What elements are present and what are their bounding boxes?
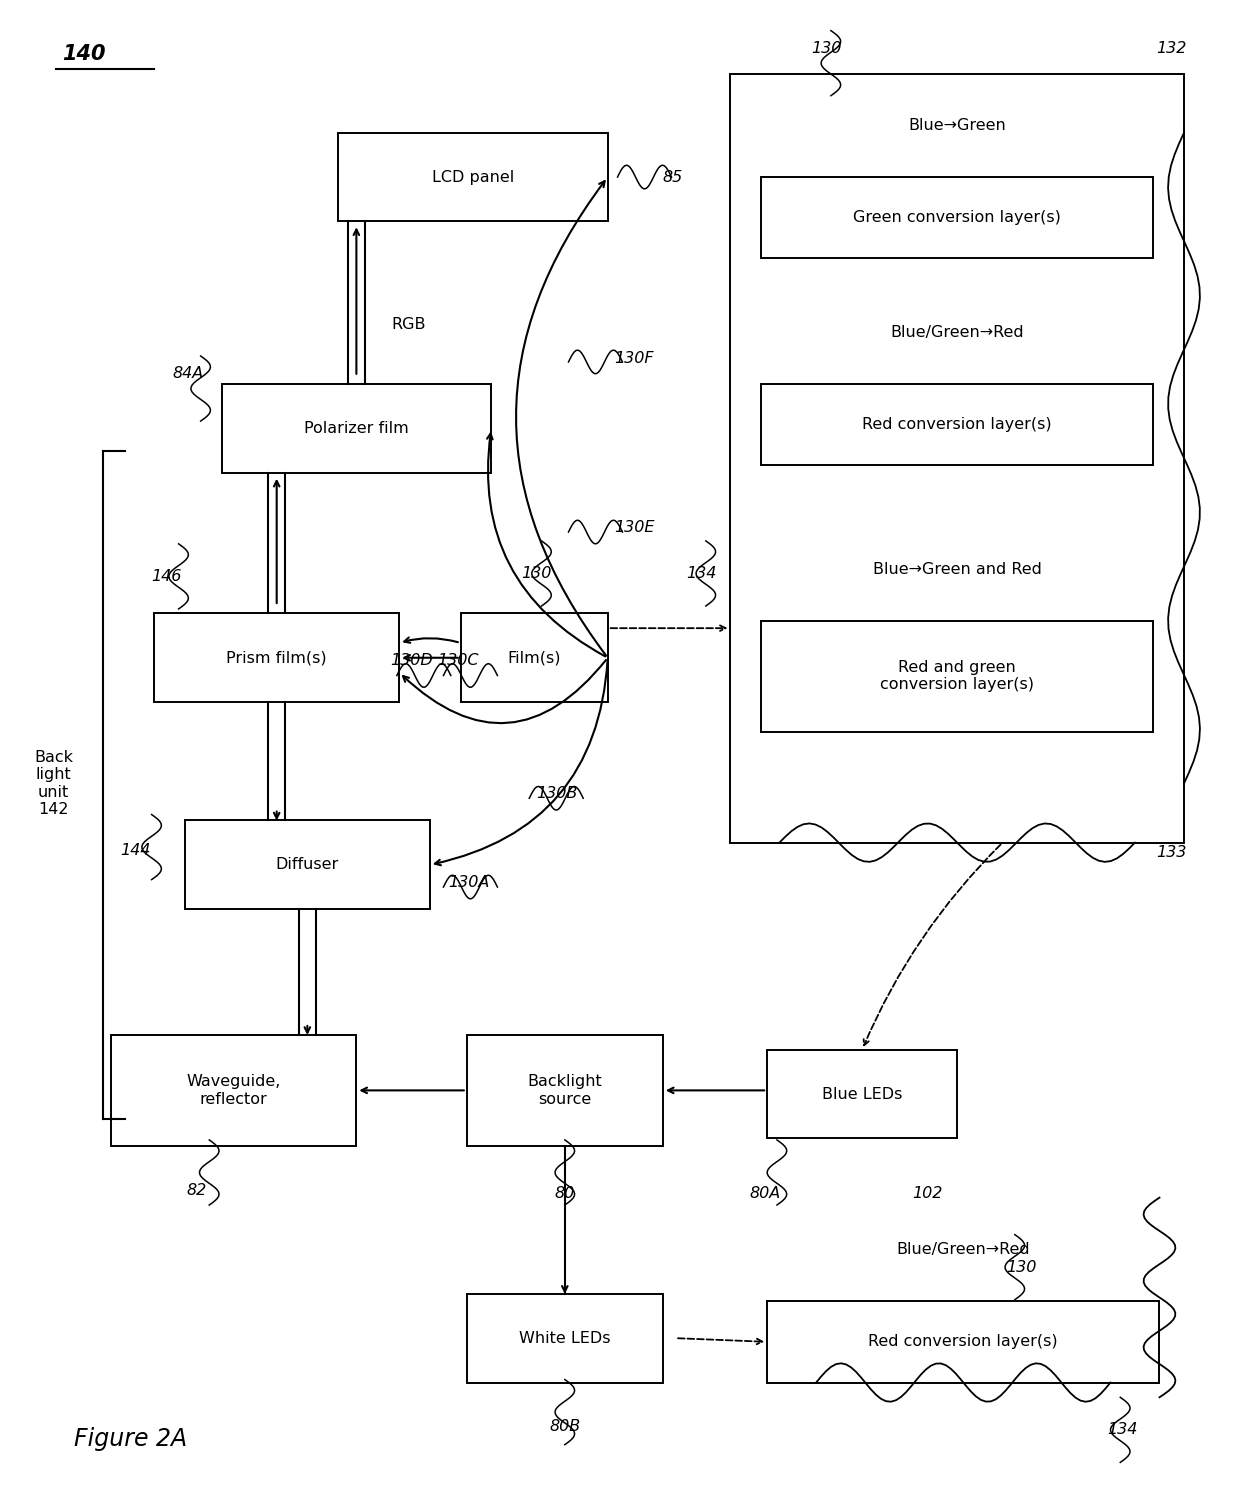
Text: Film(s): Film(s) bbox=[507, 651, 560, 666]
Text: Blue→Green: Blue→Green bbox=[909, 118, 1006, 133]
FancyBboxPatch shape bbox=[460, 614, 608, 702]
Text: Red conversion layer(s): Red conversion layer(s) bbox=[868, 1335, 1058, 1350]
Text: 85: 85 bbox=[663, 170, 683, 185]
Text: 130: 130 bbox=[811, 40, 841, 55]
Text: Polarizer film: Polarizer film bbox=[304, 421, 409, 436]
Text: Figure 2A: Figure 2A bbox=[74, 1427, 187, 1451]
Text: Waveguide,
reflector: Waveguide, reflector bbox=[186, 1073, 281, 1106]
Text: Blue→Green and Red: Blue→Green and Red bbox=[873, 561, 1042, 576]
Text: 144: 144 bbox=[120, 842, 151, 857]
Text: Green conversion layer(s): Green conversion layer(s) bbox=[853, 211, 1061, 225]
Text: 84A: 84A bbox=[172, 366, 205, 381]
FancyBboxPatch shape bbox=[768, 1050, 957, 1139]
Text: 134: 134 bbox=[686, 566, 717, 581]
Text: 130: 130 bbox=[1006, 1260, 1037, 1275]
Text: Backlight
source: Backlight source bbox=[527, 1073, 603, 1106]
Text: 80A: 80A bbox=[749, 1185, 780, 1200]
Text: 146: 146 bbox=[151, 569, 181, 584]
Text: Blue/Green→Red: Blue/Green→Red bbox=[890, 325, 1024, 340]
FancyBboxPatch shape bbox=[339, 133, 608, 221]
Text: 134: 134 bbox=[1107, 1423, 1138, 1438]
Text: 132: 132 bbox=[1157, 40, 1187, 55]
FancyBboxPatch shape bbox=[222, 384, 491, 473]
FancyBboxPatch shape bbox=[112, 1035, 356, 1145]
Text: 130C: 130C bbox=[438, 654, 479, 669]
FancyBboxPatch shape bbox=[761, 621, 1153, 732]
Text: 130F: 130F bbox=[614, 351, 653, 366]
FancyBboxPatch shape bbox=[761, 384, 1153, 466]
FancyBboxPatch shape bbox=[466, 1035, 663, 1145]
Text: 80B: 80B bbox=[549, 1420, 580, 1435]
Text: Diffuser: Diffuser bbox=[275, 857, 339, 872]
FancyBboxPatch shape bbox=[761, 178, 1153, 258]
FancyBboxPatch shape bbox=[466, 1294, 663, 1383]
FancyBboxPatch shape bbox=[185, 821, 430, 909]
Text: 130A: 130A bbox=[449, 875, 490, 890]
Text: Blue/Green→Red: Blue/Green→Red bbox=[897, 1242, 1030, 1257]
Text: RGB: RGB bbox=[392, 318, 427, 333]
Text: Prism film(s): Prism film(s) bbox=[227, 651, 327, 666]
FancyBboxPatch shape bbox=[154, 614, 399, 702]
Text: LCD panel: LCD panel bbox=[432, 170, 515, 185]
FancyBboxPatch shape bbox=[768, 1302, 1159, 1383]
Text: 82: 82 bbox=[187, 1182, 207, 1197]
Text: 130D: 130D bbox=[391, 654, 433, 669]
Text: Red and green
conversion layer(s): Red and green conversion layer(s) bbox=[880, 660, 1034, 693]
Text: 133: 133 bbox=[1157, 845, 1187, 860]
Text: White LEDs: White LEDs bbox=[520, 1330, 610, 1345]
Text: Blue LEDs: Blue LEDs bbox=[822, 1087, 903, 1102]
Text: 140: 140 bbox=[62, 45, 105, 64]
Text: 80: 80 bbox=[554, 1185, 575, 1200]
Text: Red conversion layer(s): Red conversion layer(s) bbox=[862, 417, 1052, 433]
Text: 102: 102 bbox=[911, 1185, 942, 1200]
Text: 130E: 130E bbox=[614, 520, 655, 534]
Text: 130: 130 bbox=[522, 566, 552, 581]
FancyBboxPatch shape bbox=[730, 73, 1184, 842]
Text: Back
light
unit
142: Back light unit 142 bbox=[33, 749, 73, 817]
Text: 130B: 130B bbox=[537, 787, 578, 802]
